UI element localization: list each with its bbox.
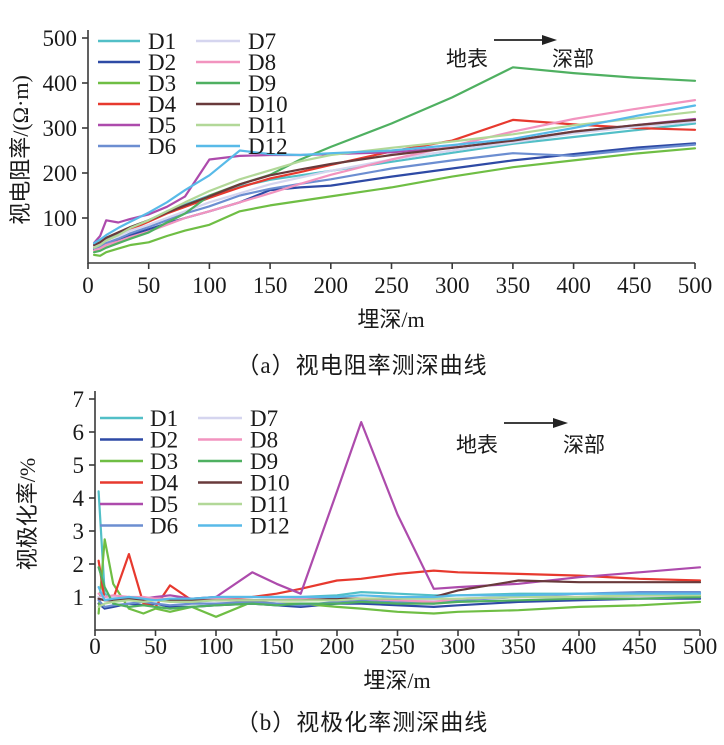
legend-label-D12: D12: [248, 134, 288, 159]
series-D4-line: [92, 118, 697, 249]
legend-label-D8: D8: [250, 428, 278, 453]
x-tick-label: 400: [562, 634, 597, 659]
series-D3-line: [92, 147, 697, 257]
legend-label-D10: D10: [250, 471, 290, 496]
y-tick-label: 200: [43, 161, 78, 186]
x-tick-label: 150: [259, 634, 294, 659]
x-tick-label: 350: [501, 634, 536, 659]
series-D10-line: [92, 118, 697, 247]
x-tick-label: 450: [622, 634, 657, 659]
series-D12-line: [92, 104, 697, 245]
series-D8-line: [92, 98, 697, 252]
legend-label-D8: D8: [248, 50, 276, 75]
x-axis-label: 埋深/m: [357, 307, 424, 332]
x-tick-label: 100: [192, 273, 227, 298]
resistivity-chart: 0 50 100 150 200 250 300 350 400 450 500 100 200 300 4…: [8, 26, 712, 332]
y-tick-label: 300: [43, 116, 78, 141]
annotation-surface-label: 地表: [446, 47, 488, 71]
y-tick-label: 2: [73, 552, 85, 577]
x-tick-label: 250: [374, 273, 409, 298]
legend-label-D7: D7: [250, 406, 278, 431]
x-axis-label: 埋深/m: [363, 668, 430, 693]
legend-label-D3: D3: [148, 71, 176, 96]
y-tick-label: 7: [73, 387, 85, 412]
legend-label-D9: D9: [250, 449, 278, 474]
tick-labels: 0 50 100 150 200 250 300 350 400 450 500 100 200 300 4…: [8, 26, 712, 332]
x-tick-label: 350: [496, 273, 531, 298]
x-tick-label: 150: [253, 273, 288, 298]
x-tick-label: 200: [314, 273, 349, 298]
caption-b: （b）视极化率测深曲线: [235, 710, 489, 735]
series-lines: [97, 420, 702, 618]
legend-label-D7: D7: [248, 29, 276, 54]
tick-labels: 0 50 100 150 200 250 300 350 400 450 500 1 2 3 4 5 6 7 视极化…: [15, 387, 717, 693]
x-tick-label: 200: [320, 634, 355, 659]
series-D11-line: [97, 594, 702, 608]
legend-label-D6: D6: [150, 514, 178, 539]
series-D5-line: [92, 117, 697, 244]
x-tick-label: 0: [89, 634, 101, 659]
legend-label-D5: D5: [148, 113, 176, 138]
y-tick-label: 4: [73, 486, 85, 511]
series-D11-line: [92, 110, 697, 249]
series-D9-line: [97, 566, 702, 610]
legend-label-D2: D2: [148, 50, 176, 75]
legend-label-D3: D3: [150, 449, 178, 474]
x-tick-label: 450: [617, 273, 652, 298]
y-axis-label: 视电阻率/(Ω·m): [8, 75, 33, 225]
legend-label-D1: D1: [150, 406, 178, 431]
y-tick-label: 100: [43, 206, 78, 231]
x-tick-label: 250: [380, 634, 415, 659]
series-lines: [92, 66, 697, 257]
annotation-deep-label: 深部: [563, 433, 605, 457]
legend-label-D11: D11: [248, 113, 287, 138]
caption-a: （a）视电阻率测深曲线: [236, 353, 488, 378]
annotation-surface-label: 地表: [456, 433, 498, 457]
series-D4-line: [97, 553, 702, 608]
x-tick-label: 400: [556, 273, 591, 298]
annotation-deep-label: 深部: [552, 47, 594, 71]
legend-label-D5: D5: [150, 492, 178, 517]
legend-label-D4: D4: [148, 92, 177, 117]
series-D12-line: [97, 586, 702, 602]
x-tick-label: 50: [137, 273, 160, 298]
x-tick-label: 500: [678, 273, 713, 298]
y-tick-label: 3: [73, 519, 85, 544]
series-D1-line: [97, 490, 702, 602]
legend-label-D11: D11: [250, 492, 289, 517]
legend-label-D9: D9: [248, 71, 276, 96]
annotation-surface-to-deep: 地表 深部: [446, 35, 594, 71]
y-tick-label: 400: [43, 71, 78, 96]
right-arrow-icon: [553, 418, 568, 428]
legend-label-D6: D6: [148, 134, 176, 159]
series-D6-line: [92, 143, 697, 250]
x-tick-label: 300: [435, 273, 470, 298]
legend-label-D4: D4: [150, 471, 179, 496]
legend-label-D12: D12: [250, 514, 290, 539]
polarizability-chart: 0 50 100 150 200 250 300 350 400 450 500 1 2 3 4 5 6 7 视极化…: [15, 387, 717, 693]
y-tick-label: 500: [43, 26, 78, 51]
series-D1-line: [92, 122, 697, 247]
x-tick-label: 100: [199, 634, 234, 659]
y-axis-label: 视极化率/%: [15, 458, 40, 570]
y-tick-label: 6: [73, 420, 85, 445]
axes: [82, 30, 696, 269]
legend-label-D2: D2: [150, 428, 178, 453]
axes: [89, 391, 701, 636]
y-tick-label: 1: [73, 585, 85, 610]
right-arrow-icon: [542, 35, 557, 45]
legend-label-D10: D10: [248, 92, 288, 117]
x-tick-label: 500: [683, 634, 718, 659]
x-tick-label: 300: [441, 634, 476, 659]
legend-label-D1: D1: [148, 29, 176, 54]
annotation-surface-to-deep: 地表 深部: [456, 418, 605, 457]
x-tick-label: 0: [82, 273, 94, 298]
y-tick-label: 5: [73, 453, 85, 478]
series-D7-line: [92, 120, 697, 247]
x-tick-label: 50: [144, 634, 167, 659]
series-D5-line: [97, 420, 702, 600]
